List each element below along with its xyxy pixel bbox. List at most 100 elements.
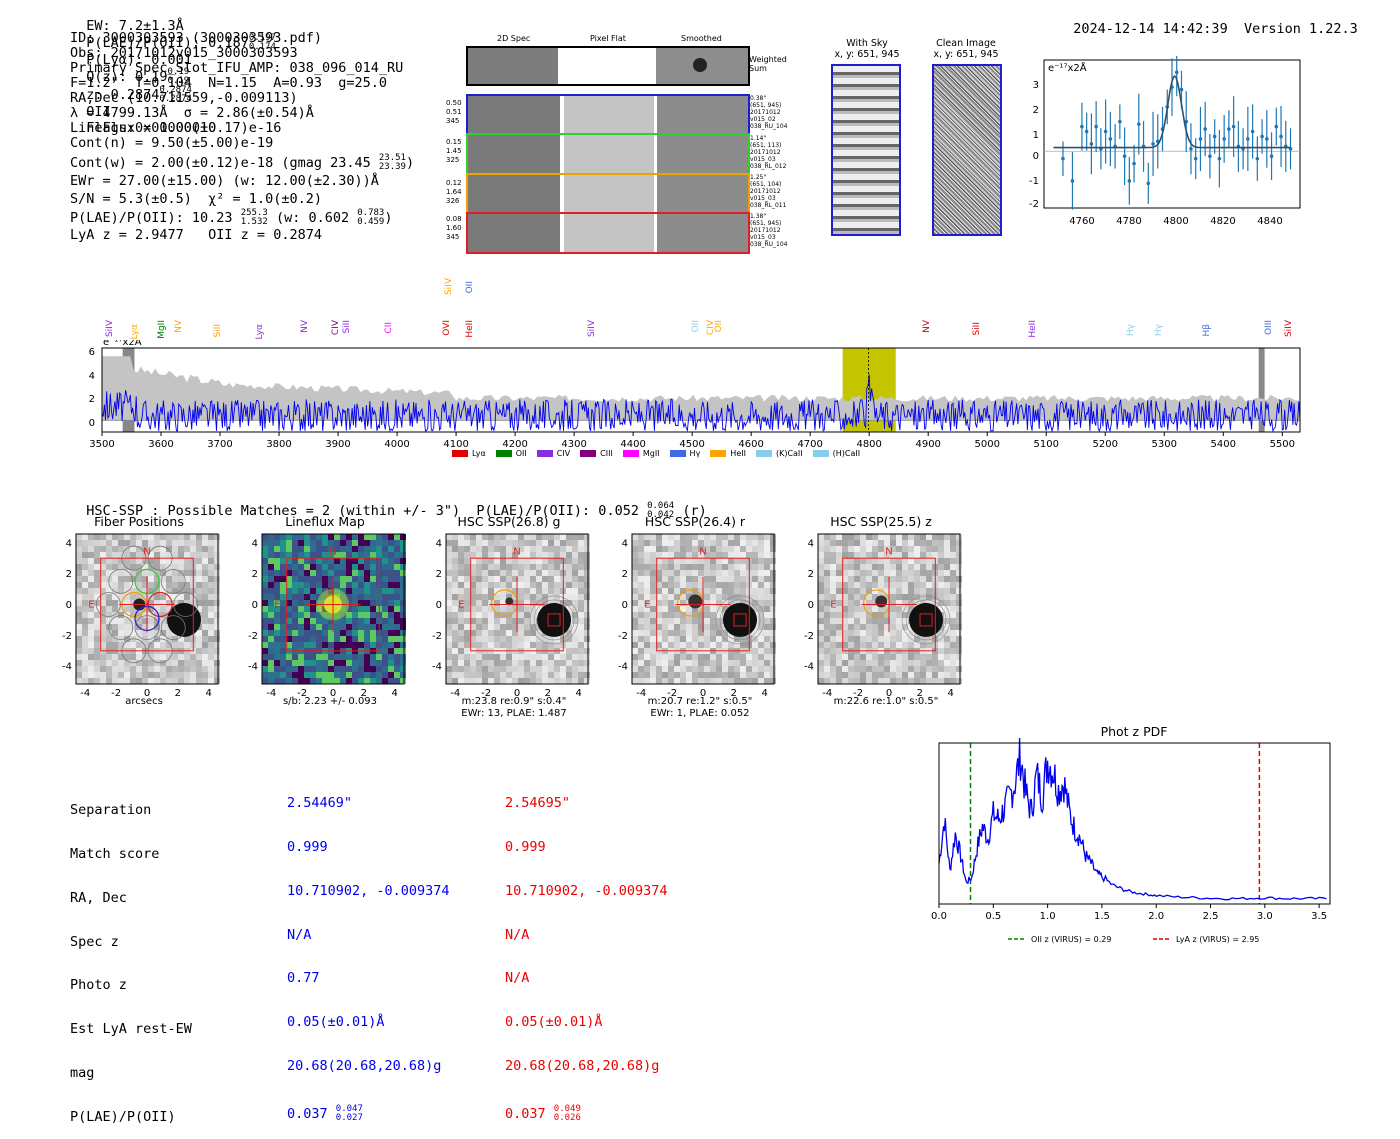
hsc-pixel (488, 672, 494, 678)
hsc-pixel (896, 552, 902, 558)
hsc-pixel (148, 660, 154, 666)
hsc-pixel (902, 570, 908, 576)
hsc-pixel (572, 666, 578, 672)
hsc-pixel (118, 606, 124, 612)
hsc-pixel (364, 552, 370, 558)
hsc-pixel (76, 582, 82, 588)
hsc-pixel (584, 570, 590, 576)
row0-r-c: 20171012 (750, 109, 781, 116)
hsc-pixel (572, 654, 578, 660)
hsc-pixel (482, 606, 488, 612)
hsc-pixel (716, 624, 722, 630)
hsc-pixel (920, 642, 926, 648)
hsc-pixel (292, 654, 298, 660)
hsc-pixel (656, 576, 662, 582)
hsc-pixel (956, 654, 962, 660)
hsc-pixel (112, 654, 118, 660)
hsc-pixel (650, 546, 656, 552)
hsc-pixel (76, 642, 82, 648)
hsc-pixel (118, 630, 124, 636)
hsc-pixel (668, 588, 674, 594)
hsc-pixel (638, 636, 644, 642)
hsc-pixel (202, 648, 208, 654)
hsc-pixel (184, 594, 190, 600)
hsc-pixel (464, 582, 470, 588)
hsc-pixel (668, 594, 674, 600)
hsc-pixel (476, 564, 482, 570)
hsc-pixel (304, 612, 310, 618)
hsc-pixel (506, 624, 512, 630)
hsc-pixel (914, 642, 920, 648)
hsc-pixel (842, 570, 848, 576)
hsc-pixel (100, 672, 106, 678)
hsc-pixel (488, 558, 494, 564)
hsc-pixel (280, 582, 286, 588)
hsc-pixel (148, 546, 154, 552)
hsc-pixel (518, 576, 524, 582)
hsc-pixel (884, 672, 890, 678)
hsc-pixel (370, 564, 376, 570)
plae2-w-hi: 0.783 (357, 208, 385, 218)
hsc-pixel (830, 636, 836, 642)
spec-line-label: HeII (465, 320, 475, 338)
hsc-pixel (842, 672, 848, 678)
hsc-pixel (890, 606, 896, 612)
hsc-pixel (818, 540, 824, 546)
hsc-pixel (196, 570, 202, 576)
hsc-pixel (494, 540, 500, 546)
hsc-pixel (890, 630, 896, 636)
zoom-point (1146, 181, 1151, 186)
hsc-pixel (476, 618, 482, 624)
hsc-pixel (686, 672, 692, 678)
hsc-ytick: -4 (62, 662, 72, 673)
hsc-pixel (166, 546, 172, 552)
hsc-pixel (650, 606, 656, 612)
hsc-pixel (680, 672, 686, 678)
hsc-pixel (632, 600, 638, 606)
hsc-pixel (872, 672, 878, 678)
zoom-point (1094, 124, 1098, 129)
hsc-pixel (908, 570, 914, 576)
zoom-xtick: 4760 (1069, 216, 1094, 227)
hsc-pixel (88, 654, 94, 660)
hsc-pixel (848, 606, 854, 612)
hsc-pixel (932, 546, 938, 552)
hsc-pixel (82, 654, 88, 660)
hsc-pixel (890, 570, 896, 576)
hsc-pixel (304, 588, 310, 594)
hsc-pixel (476, 534, 482, 540)
spec-ytick: 4 (89, 371, 95, 382)
match2-value: 0.999 (505, 838, 546, 855)
hsc-pixel (704, 564, 710, 570)
hsc-pixel (494, 576, 500, 582)
hsc-pixel (908, 546, 914, 552)
hsc-pixel (944, 546, 950, 552)
hsc-pixel (896, 624, 902, 630)
hsc-pixel (818, 570, 824, 576)
hsc-pixel (100, 552, 106, 558)
hsc-pixel (446, 678, 452, 684)
hsc-pixel (464, 666, 470, 672)
hsc-pixel (364, 564, 370, 570)
hsc-pixel (716, 636, 722, 642)
spec-line-label: Lyα (255, 324, 265, 340)
hsc-pixel (956, 636, 962, 642)
fiber-circle (108, 615, 134, 641)
hsc-pixel (262, 636, 268, 642)
hsc-pixel (680, 624, 686, 630)
hsc-pixel (512, 642, 518, 648)
row0-left: 0.50 0.51 345 (446, 99, 462, 126)
hsc-pixel (908, 594, 914, 600)
hsc-pixel (352, 612, 358, 618)
hsc-pixel (394, 636, 400, 642)
hsc-pixel (82, 564, 88, 570)
hsc-pixel (476, 606, 482, 612)
hsc-pixel (154, 660, 160, 666)
hsc-pixel (902, 672, 908, 678)
hsc-pixel (446, 540, 452, 546)
hsc-pixel (746, 546, 752, 552)
hsc-pixel (482, 534, 488, 540)
hsc-pixel (938, 660, 944, 666)
hsc-pixel (94, 654, 100, 660)
